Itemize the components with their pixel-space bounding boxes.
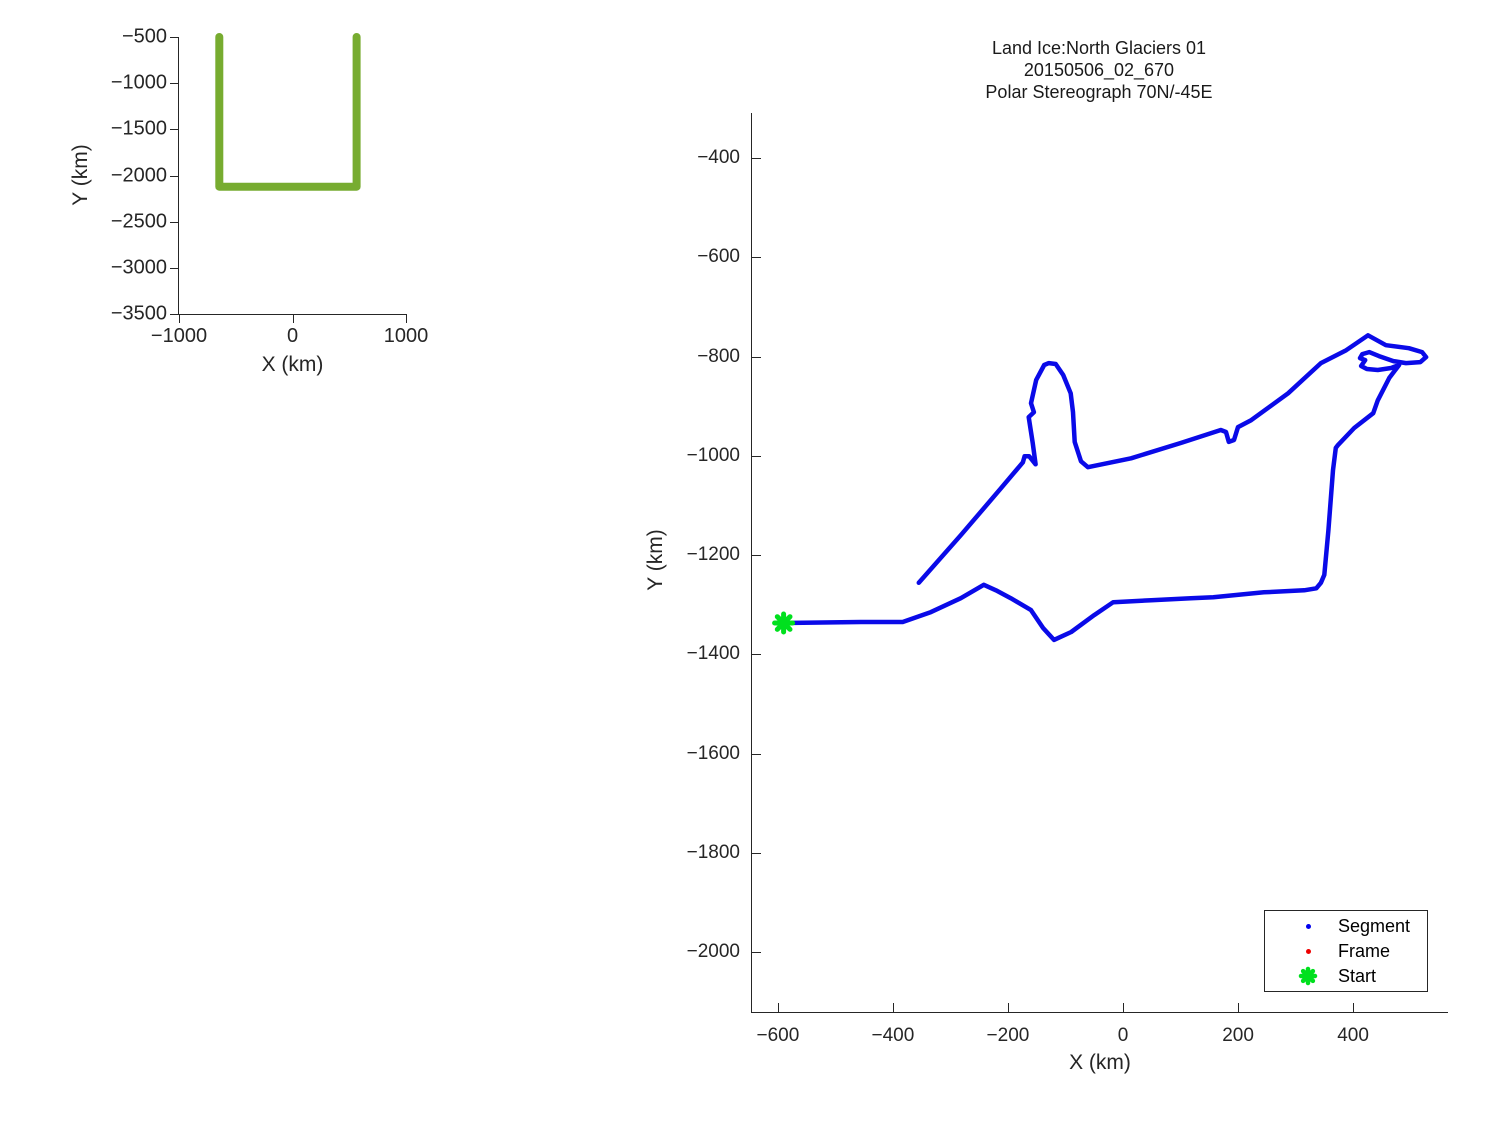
- overview-plot-canvas: [215, 33, 361, 191]
- main-plot-title: Land Ice:North Glaciers 01 20150506_02_6…: [751, 37, 1447, 103]
- x-tick-label: −1000: [150, 325, 208, 347]
- legend-label-frame: Frame: [1338, 940, 1391, 961]
- overview-x-axis-label: X (km): [261, 353, 324, 376]
- y-tick-label: −400: [697, 147, 740, 169]
- y-tick-mark: [752, 158, 761, 160]
- title-line-projection: Polar Stereograph 70N/-45E: [985, 82, 1213, 102]
- y-tick-mark: [170, 221, 179, 223]
- y-tick-label: −2500: [110, 210, 167, 233]
- y-tick-mark: [752, 753, 761, 755]
- x-tick-mark: [1123, 1003, 1124, 1012]
- flight-track-canvas: [772, 333, 1429, 643]
- x-tick-mark: [406, 314, 407, 323]
- x-tick-mark: [777, 1003, 779, 1012]
- x-tick-label: 400: [1337, 1025, 1369, 1046]
- y-tick-mark: [170, 175, 179, 177]
- y-tick-mark: [752, 654, 761, 656]
- y-tick-mark: [170, 83, 179, 85]
- x-tick-mark: [892, 1003, 894, 1012]
- x-tick-label: 0: [1117, 1025, 1129, 1046]
- y-tick-mark: [170, 37, 179, 38]
- title-line-mission: Land Ice:North Glaciers 01: [991, 38, 1207, 58]
- x-tick-label: 1000: [383, 325, 429, 347]
- x-tick-label: 200: [1222, 1025, 1254, 1046]
- y-tick-mark: [752, 455, 761, 457]
- y-tick-label: −1600: [686, 742, 740, 764]
- x-tick-label: −600: [756, 1025, 800, 1046]
- y-tick-mark: [752, 257, 761, 259]
- y-tick-label: −1200: [686, 544, 740, 566]
- x-tick-label: 0: [286, 325, 299, 347]
- start-marker: [772, 611, 796, 635]
- title-line-date-segment: 20150506_02_670: [1023, 60, 1175, 80]
- x-tick-mark: [1238, 1003, 1240, 1012]
- x-tick-mark: [1007, 1003, 1009, 1012]
- y-tick-label: −1000: [110, 71, 167, 94]
- y-tick-label: −3000: [110, 256, 167, 279]
- legend-label-start: Start: [1338, 965, 1377, 986]
- overview-y-axis-label: Y (km): [69, 144, 92, 206]
- series-coverage-extent-box: [215, 33, 361, 191]
- y-tick-label: −800: [697, 345, 740, 367]
- x-tick-mark: [292, 314, 294, 323]
- y-tick-label: −1400: [686, 643, 740, 665]
- y-tick-mark: [752, 356, 761, 358]
- y-tick-label: −1000: [686, 444, 740, 466]
- frame-dot-icon: [1298, 941, 1318, 961]
- y-tick-label: −2000: [686, 940, 740, 962]
- y-tick-mark: [170, 267, 179, 269]
- series-segment: [781, 333, 1429, 643]
- y-tick-mark: [752, 852, 761, 854]
- legend-row-segment: Segment: [1265, 914, 1427, 939]
- main-y-axis-label: Y (km): [644, 529, 667, 591]
- y-tick-mark: [170, 314, 179, 315]
- legend-row-start: Start: [1265, 964, 1427, 989]
- y-tick-mark: [752, 555, 761, 557]
- y-tick-mark: [170, 129, 179, 131]
- y-tick-label: −1500: [110, 117, 167, 140]
- x-tick-mark: [1353, 1003, 1355, 1012]
- y-tick-label: −3500: [110, 302, 167, 325]
- x-tick-mark: [179, 314, 180, 323]
- legend-row-frame: Frame: [1265, 939, 1427, 964]
- flight-track-plot: Y (km) X (km) Segment Frame Start −400 −6…: [644, 113, 1448, 1074]
- overview-plot: Y (km) X (km) −500 −1000 −1500 −2000 −2500 −3…: [69, 26, 428, 377]
- start-star-icon: [1298, 966, 1318, 986]
- x-tick-label: −200: [986, 1025, 1030, 1046]
- x-tick-label: −400: [871, 1025, 915, 1046]
- main-x-axis-label: X (km): [1069, 1051, 1131, 1074]
- legend-label-segment: Segment: [1338, 915, 1411, 936]
- y-tick-mark: [752, 951, 761, 953]
- y-tick-label: −2000: [110, 164, 167, 186]
- legend: Segment Frame Start: [1264, 910, 1428, 992]
- segment-dot-icon: [1298, 916, 1318, 936]
- y-tick-label: −600: [697, 246, 740, 268]
- y-tick-label: −500: [121, 25, 167, 48]
- y-tick-label: −1800: [686, 841, 740, 863]
